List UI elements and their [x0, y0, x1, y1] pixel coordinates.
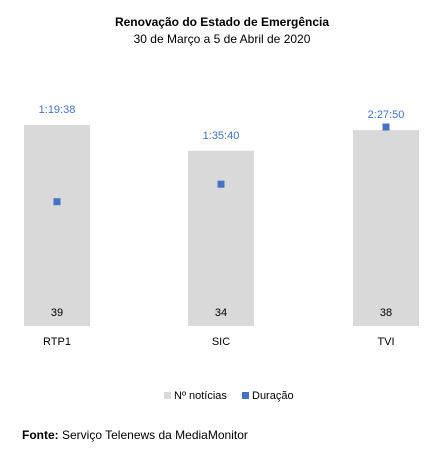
category-label: TVI — [377, 336, 394, 348]
bar-sic — [188, 150, 254, 326]
legend: Nº notícias Duração — [164, 390, 294, 402]
duration-label: 1:19:38 — [39, 104, 76, 116]
duration-point — [382, 123, 390, 131]
duration-point — [53, 198, 61, 206]
category-label: SIC — [212, 336, 230, 348]
bar-rtp1 — [24, 125, 90, 326]
chart-subtitle: 30 de Março a 5 de Abril de 2020 — [134, 32, 311, 46]
duration-point — [217, 180, 225, 188]
bar-tvi — [353, 130, 419, 326]
source-note: Fonte: Serviço Telenews da MediaMonitor — [22, 428, 248, 442]
source-text: Serviço Telenews da MediaMonitor — [62, 428, 248, 442]
duration-label: 2:27:50 — [368, 109, 405, 121]
legend-label-noticias: Nº notícias — [174, 390, 227, 402]
bar-value-label: 39 — [51, 307, 63, 319]
legend-swatch-duracao — [242, 392, 249, 399]
duration-label: 1:35:40 — [203, 130, 240, 142]
legend-label-duracao: Duração — [252, 390, 294, 402]
bar-value-label: 38 — [380, 307, 392, 319]
category-label: RTP1 — [43, 336, 71, 348]
bar-value-label: 34 — [215, 307, 227, 319]
legend-swatch-noticias — [164, 392, 171, 399]
chart-title: Renovação do Estado de Emergência — [115, 15, 329, 29]
plot-area: 39 RTP1 1:19:38 34 SIC 1:35:40 38 TVI 2:27:50 — [24, 104, 419, 348]
source-label: Fonte: — [22, 428, 59, 442]
